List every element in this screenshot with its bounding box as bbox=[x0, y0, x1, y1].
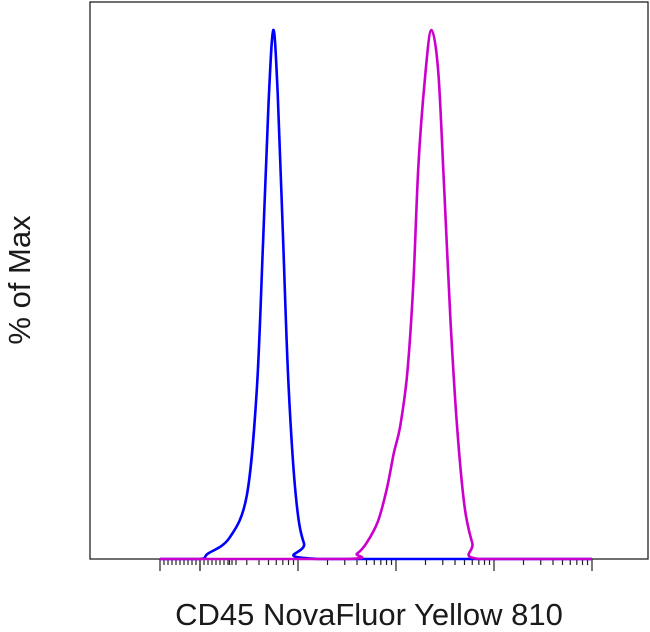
histogram-series bbox=[159, 28, 592, 561]
series-line-2 bbox=[159, 28, 592, 561]
y-axis-label: % of Max bbox=[2, 215, 37, 345]
series-line-1 bbox=[159, 28, 592, 561]
x-axis-label: CD45 NovaFluor Yellow 810 bbox=[175, 597, 563, 632]
plot-frame bbox=[89, 1, 649, 560]
x-axis-ticks bbox=[159, 559, 593, 571]
